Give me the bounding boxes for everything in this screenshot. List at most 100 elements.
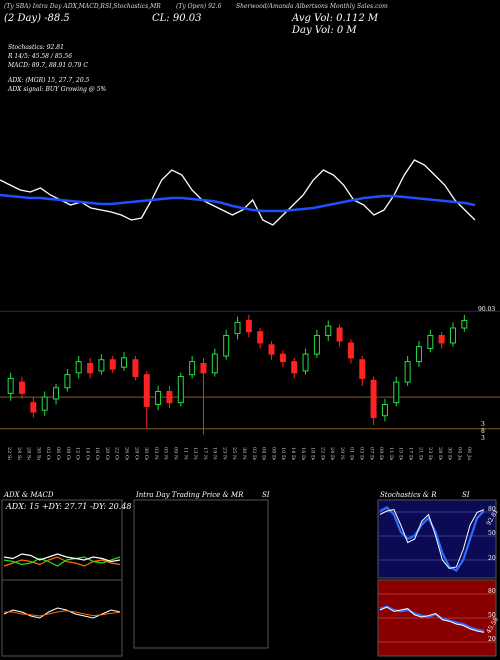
date-tick-label: 30 Oct [143,447,149,460]
date-tick-label: 12 Oct [75,447,81,460]
candle-body [359,359,366,379]
date-tick-label: 30 Sep [35,447,41,460]
date-tick-label: 01 Dec [349,447,355,460]
date-tick-label: 17 Dec [408,447,414,460]
candle-body [302,353,309,372]
change-line: (2 Day) -88.5 [4,13,70,24]
date-tick-label: 11 Nov [182,447,188,460]
stoch-tick-50: 50 [488,530,496,537]
price-chart: 22 Sep 24 Sep 28 Sep 30 Sep 02 Oct 06 Oct 08 O… [0,159,500,460]
avg-vol: Avg Vol: 0.112 M [292,13,379,24]
candle-body [257,331,264,344]
date-tick-label: 20 Oct [104,447,110,460]
adx-panel-frame [1,499,123,657]
candle-body [404,361,411,383]
date-tick-label: 18 Dec [310,447,316,460]
adx-readout: ADX: (MGR) 15, 27.7, 20.5 [8,77,90,84]
candle-body [325,325,332,336]
candle-body [268,344,275,355]
candle-body [166,390,173,404]
r-value-label: 45.58 [485,616,500,635]
date-tick-label: 17 Nov [202,447,208,460]
stochastics-readout: Stochastics: 92.81 [8,44,64,51]
date-tick-label: 28 Sep [26,447,32,460]
r-readout: R 14/5: 45.58 / 85.56 [8,53,73,60]
date-tick-label: 30 Dec [447,447,453,460]
stoch-line [379,506,485,572]
macd-readout: MACD: 89.7, 88.91 0.79 C [8,62,88,69]
candle-body [415,346,422,363]
date-tick-label: 23 Nov [221,447,227,460]
macd-line [3,607,121,619]
stoch-panel-suffix: SI [462,491,470,499]
date-tick-label: 25 Nov [231,447,237,460]
date-tick-label: 06 Jan [466,447,472,460]
r-tick-80: 80 [488,588,496,595]
candle-body [438,334,445,344]
ticker-line: (Ty SBA) Intra Day ADX,MACD,R [4,3,105,10]
date-tick-label: 22 Dec [319,447,325,460]
date-tick-label: 14 Dec [290,447,296,460]
candle-body [7,377,14,394]
date-tick-label: 09 Nov [173,447,179,460]
adx-readout-panel: ADX: 15 +DY: 27.71 -DY: 20.48 [6,502,132,511]
candle-body [19,381,26,394]
date-tick-label: 21 Dec [417,447,423,460]
r-line [379,606,485,633]
candle-body [223,334,230,357]
date-tick-label: 10 Dec [280,447,286,460]
date-tick-label: 13 Nov [192,447,198,460]
candle-body [109,359,116,370]
date-tick-label: 02 Dec [251,447,257,460]
series-line-blue [0,193,476,213]
intraday-panel-title: Intra Day Trading Price & MR [136,491,244,499]
date-tick-label: 16 Oct [94,447,100,460]
stoch-tick-80: 80 [488,506,496,513]
date-tick-label: 19 Nov [212,447,218,460]
candle-body [75,361,82,374]
date-tick-label: 02 Oct [45,447,51,460]
candle-body [381,404,388,417]
candle-body [98,359,105,372]
candle-body [336,327,343,342]
date-tick-label: 11 Dec [388,447,394,460]
price-label-mid: 3 [481,421,485,428]
price-label-mid2: 8 [481,428,485,435]
candle-body [313,334,320,355]
r-tick-20: 20 [488,636,496,643]
price-label-mid3: 3 [481,435,485,442]
candle-body [87,362,94,374]
candle-body [143,374,150,407]
date-tick-label: 24 Dec [329,447,335,460]
date-tick-label: 08 Oct [65,447,71,460]
date-tick-label: 28 Dec [437,447,443,460]
candle-body [53,387,60,400]
candle-body [370,379,377,419]
candle-body [347,342,354,359]
stoch-line [379,509,485,569]
date-tick-label: 23 Dec [427,447,433,460]
date-tick-label: 04 Dec [261,447,267,460]
date-tick-label: 05 Nov [163,447,169,460]
r-line [379,605,485,633]
date-tick-label: 30 Nov [241,447,247,460]
candle-body [177,376,184,404]
candle-body [155,390,162,406]
candle-body [393,381,400,404]
macd-line [4,610,121,617]
date-tick-label: 22 Oct [114,447,120,460]
candle-body [121,357,128,368]
adx-line [3,553,121,563]
adx-line [3,556,121,567]
date-tick-label: 15 Dec [398,447,404,460]
candle-body [279,353,286,363]
open-tag: (Ty Open) 92.6 [176,3,222,10]
date-tick-label: 06 Oct [55,447,61,460]
date-tick-label: 22 Sep [6,447,12,460]
date-tick-label: 04 Jan [456,447,462,460]
adx-signal: ADX signal: BUY Growing @ 5% [8,86,107,93]
candle-body [461,320,468,329]
adx-panel-title: ADX & MACD [4,491,54,499]
candle-body [211,353,218,374]
date-tick-label: 08 Dec [270,447,276,460]
